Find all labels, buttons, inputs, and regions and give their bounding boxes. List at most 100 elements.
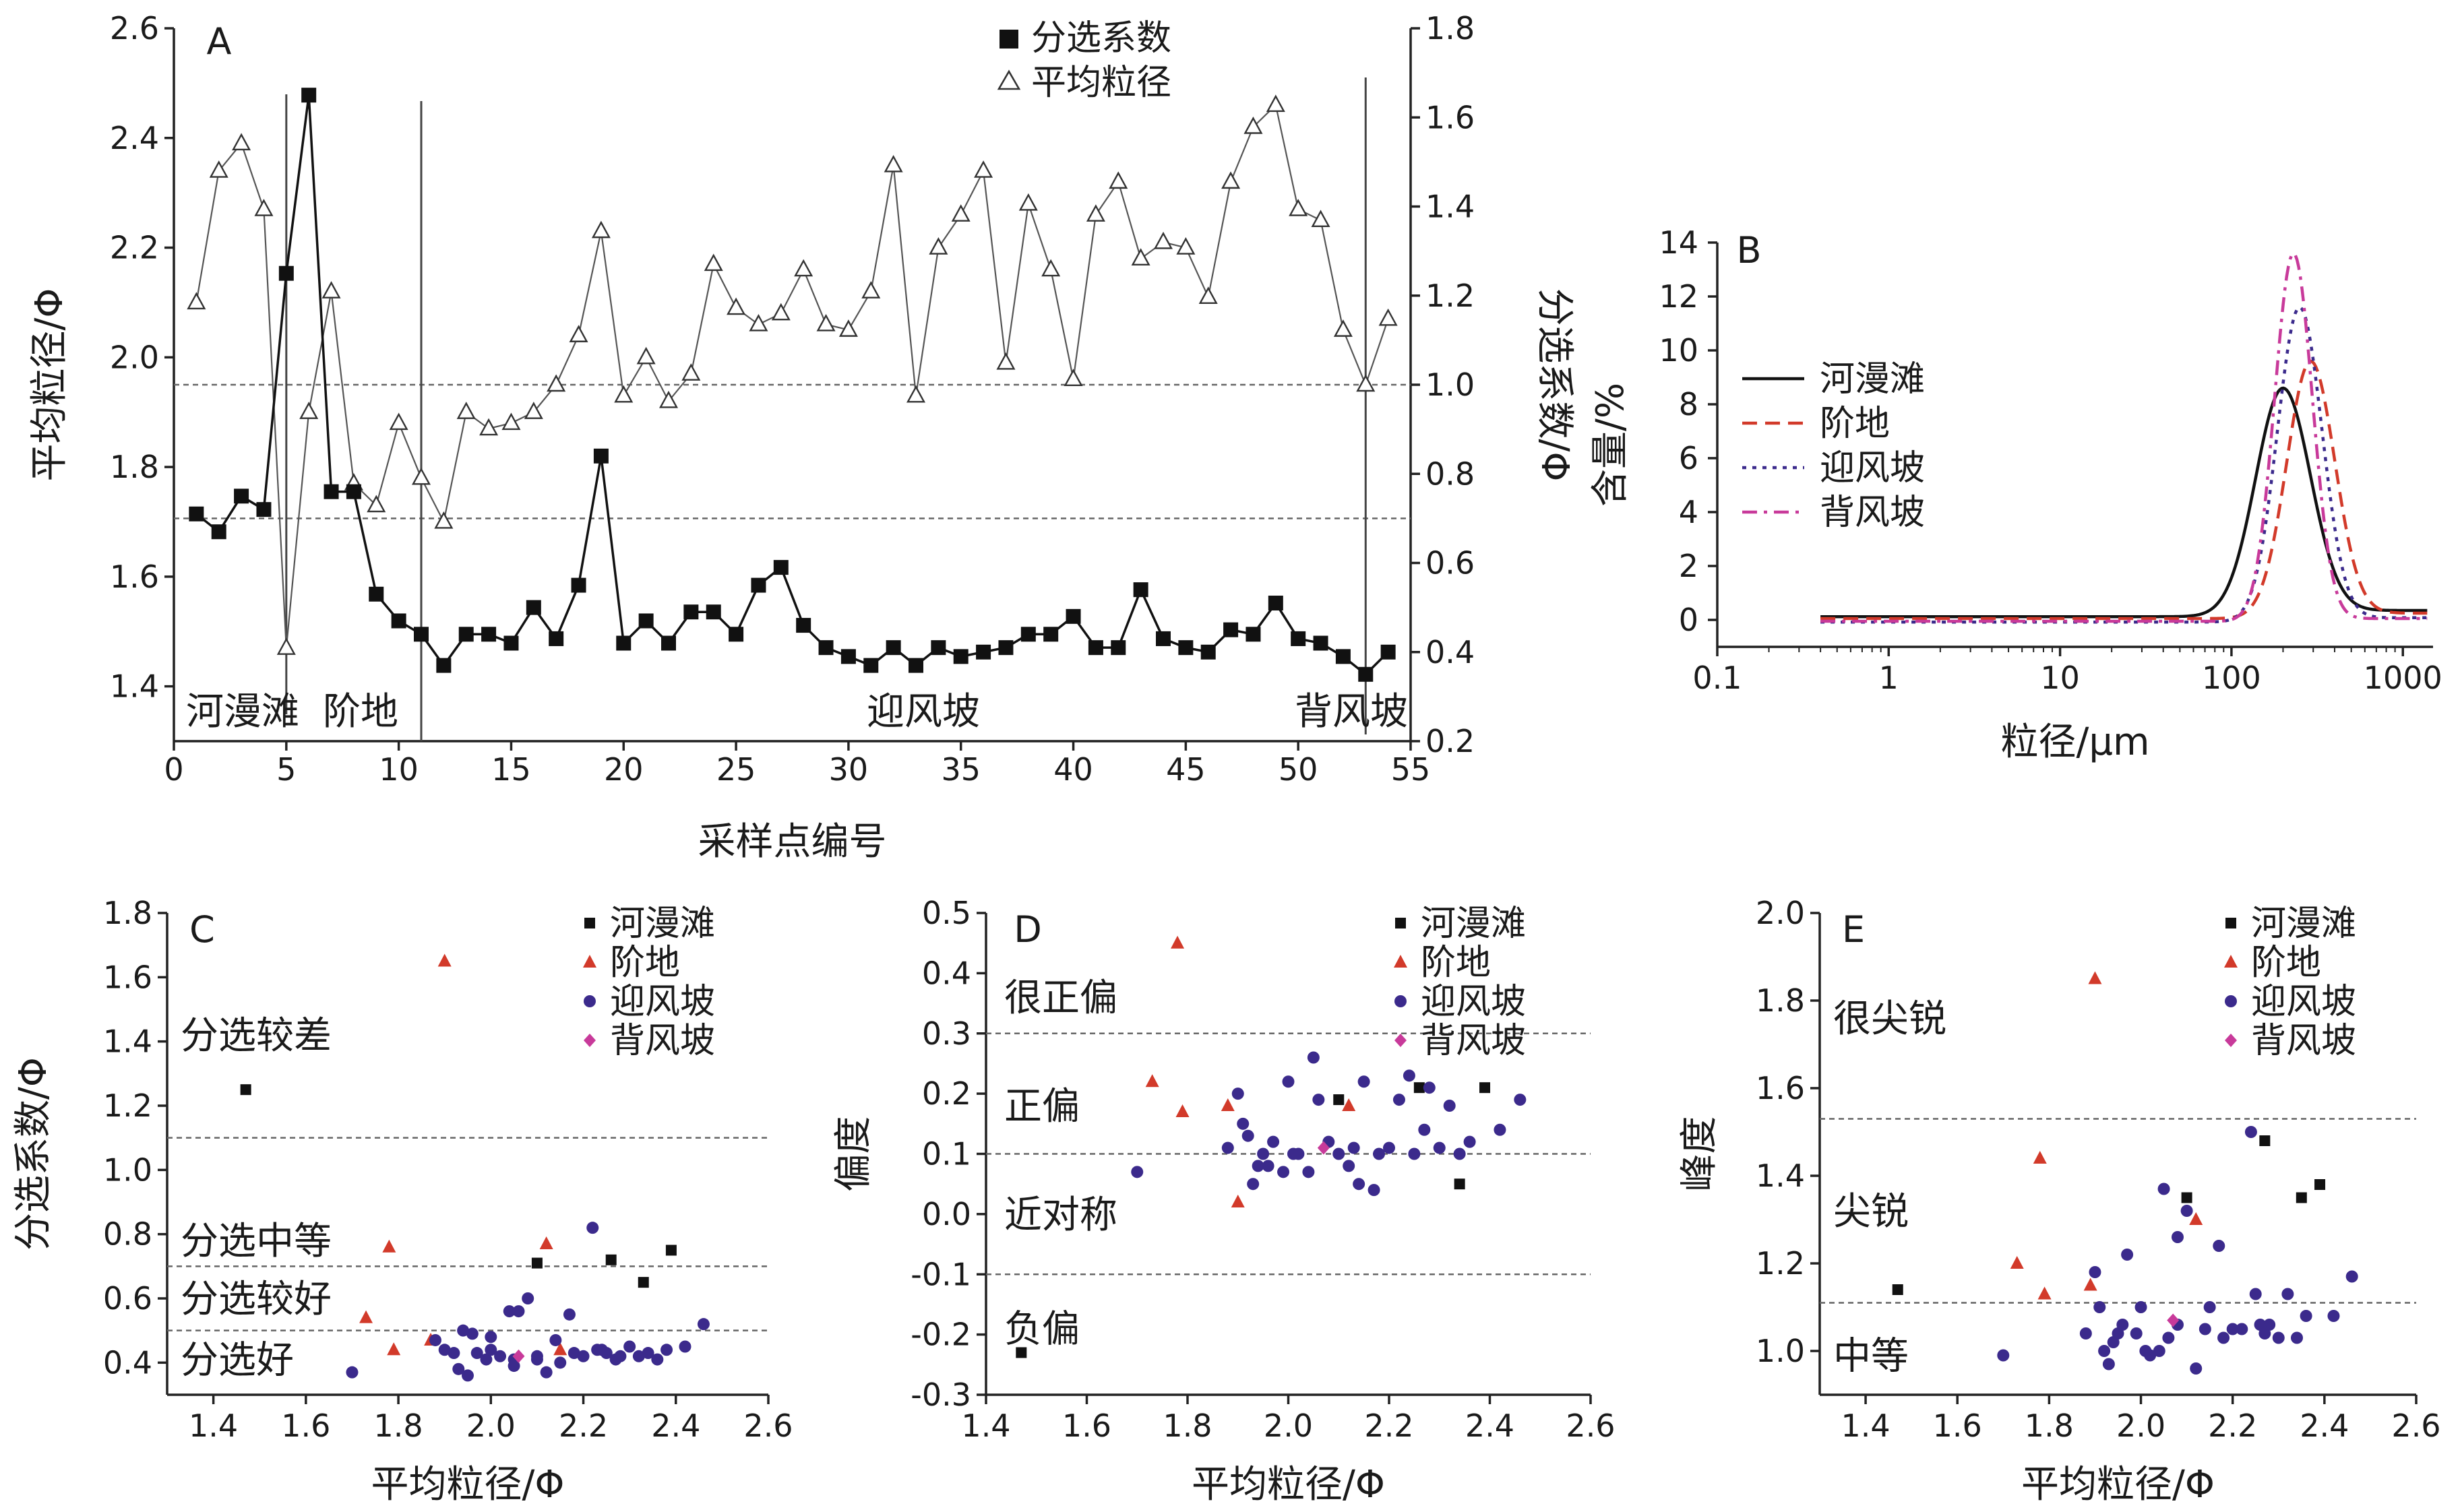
b-ytick-label: 12 xyxy=(1659,278,1698,315)
d-point-circle xyxy=(1277,1166,1290,1178)
e-zone-label: 很尖锐 xyxy=(1833,997,1946,1041)
e-ytick-label: 1.6 xyxy=(1756,1070,1805,1106)
a-sorting-point xyxy=(1380,644,1396,660)
e-legend-label: 河漫滩 xyxy=(2251,904,2356,944)
e-point-triangle xyxy=(2189,1212,2203,1225)
e-point-circle xyxy=(2190,1362,2203,1375)
a-sorting-point xyxy=(818,640,834,656)
a-ytick-left-label: 1.8 xyxy=(110,449,159,485)
e-point-circle xyxy=(2093,1301,2106,1313)
a-ytick-left-label: 2.4 xyxy=(110,120,159,156)
e-legend-marker xyxy=(2225,918,2236,928)
b-legend-label: 阶地 xyxy=(1820,404,1890,444)
d-xtick-label: 2.0 xyxy=(1264,1408,1313,1444)
c-point-circle xyxy=(642,1347,654,1360)
d-point-circle xyxy=(1302,1166,1315,1178)
b-ytick-label: 4 xyxy=(1679,494,1698,530)
c-ytick-label: 0.4 xyxy=(103,1344,152,1381)
a-mean-point xyxy=(1333,319,1353,337)
d-xtick-label: 1.4 xyxy=(961,1408,1010,1444)
e-point-circle xyxy=(2300,1310,2312,1322)
d-ytick-label: -0.3 xyxy=(911,1377,971,1413)
c-point-circle xyxy=(508,1360,520,1373)
e-point-circle xyxy=(2254,1319,2267,1331)
e-point-circle xyxy=(2116,1319,2129,1331)
d-legend-marker xyxy=(1394,995,1407,1007)
b-xtick-label: 0.1 xyxy=(1692,660,1742,696)
e-point-diamond xyxy=(2167,1313,2180,1327)
d-point-circle xyxy=(1443,1100,1456,1112)
a-ytick-right-label: 1.2 xyxy=(1425,278,1475,314)
e-point-circle xyxy=(2089,1266,2101,1278)
a-sorting-point xyxy=(234,489,249,504)
a-sorting-point xyxy=(1246,627,1261,642)
a-sorting-point xyxy=(346,484,361,499)
a-xtick-label: 5 xyxy=(276,751,296,788)
c-point-triangle xyxy=(553,1342,567,1356)
c-point-circle xyxy=(567,1347,580,1360)
a-mean-point xyxy=(1356,374,1376,392)
d-point-circle xyxy=(1312,1094,1325,1106)
b-y-title: 含量/% xyxy=(1589,383,1632,507)
b-x-title: 粒径/μm xyxy=(2000,720,2149,764)
c-xtick-label: 2.6 xyxy=(743,1408,793,1444)
a-xtick-label: 55 xyxy=(1391,751,1431,788)
c-point-circle xyxy=(346,1366,359,1379)
a-mean-point xyxy=(276,637,296,655)
d-legend-marker xyxy=(1395,918,1406,928)
e-point-circle xyxy=(2172,1231,2184,1243)
a-region-label: 河漫滩 xyxy=(186,690,299,734)
e-point-circle xyxy=(2157,1183,2170,1195)
a-xtick-label: 30 xyxy=(829,751,869,788)
a-mean-point xyxy=(569,325,588,342)
a-mean-point xyxy=(1311,210,1330,228)
e-point-square xyxy=(2314,1179,2326,1190)
a-mean-point xyxy=(727,297,746,315)
a-sorting-point xyxy=(436,658,452,673)
d-point-circle xyxy=(1241,1129,1254,1142)
a-xtick-label: 25 xyxy=(716,751,756,788)
e-xtick-label: 2.0 xyxy=(2116,1408,2165,1444)
a-mean-point xyxy=(974,160,993,178)
a-mean-point xyxy=(254,199,274,216)
d-point-square xyxy=(1016,1347,1027,1358)
a-ytick-right-label: 0.6 xyxy=(1425,545,1475,581)
d-point-square xyxy=(1333,1094,1345,1106)
d-legend-label: 河漫滩 xyxy=(1421,904,1526,944)
d-point-circle xyxy=(1383,1141,1395,1154)
e-point-circle xyxy=(2139,1345,2152,1357)
d-xtick-label: 2.4 xyxy=(1465,1408,1514,1444)
b-series-3 xyxy=(1820,251,2428,623)
c-x-title: 平均粒径/Φ xyxy=(371,1463,565,1507)
d-point-circle xyxy=(1307,1051,1320,1064)
d-ytick-label: 0.3 xyxy=(922,1015,971,1052)
c-xtick-label: 2.2 xyxy=(559,1408,608,1444)
c-zone-label: 分选较好 xyxy=(181,1278,332,1321)
d-ytick-label: 0.2 xyxy=(922,1075,971,1112)
e-legend-marker xyxy=(2225,995,2237,1007)
a-mean-point xyxy=(1176,237,1196,255)
d-zone-label: 很正偏 xyxy=(1004,976,1117,1020)
d-zone-label: 正偏 xyxy=(1004,1085,1080,1129)
e-point-triangle xyxy=(2010,1256,2024,1269)
panel-d: 1.4 1.6 1.8 2.0 2.2 2.4 2.6 -0.3 -0.2 -0.1 0.0 0.1 0… xyxy=(832,895,1616,1507)
a-legend-label: 分选系数 xyxy=(1031,18,1171,59)
a-sorting-point xyxy=(1133,582,1148,598)
e-legend-marker xyxy=(2225,1034,2237,1047)
c-point-circle xyxy=(522,1292,534,1304)
a-ytick-right-label: 0.4 xyxy=(1425,634,1475,670)
c-point-circle xyxy=(577,1350,590,1362)
c-legend-label: 迎风坡 xyxy=(610,982,715,1022)
a-region-label: 背风坡 xyxy=(1295,690,1408,734)
c-point-circle xyxy=(540,1366,553,1379)
c-point-circle xyxy=(660,1344,673,1356)
a-mean-point xyxy=(321,281,341,298)
d-xtick-label: 2.2 xyxy=(1364,1408,1413,1444)
d-point-circle xyxy=(1392,1094,1405,1106)
e-point-circle xyxy=(2134,1301,2147,1313)
a-mean-point xyxy=(411,467,431,485)
e-point-circle xyxy=(2236,1323,2248,1335)
a-xtick-label: 10 xyxy=(379,751,419,788)
a-sorting-point xyxy=(278,265,294,281)
a-sorting-point xyxy=(1291,631,1306,646)
